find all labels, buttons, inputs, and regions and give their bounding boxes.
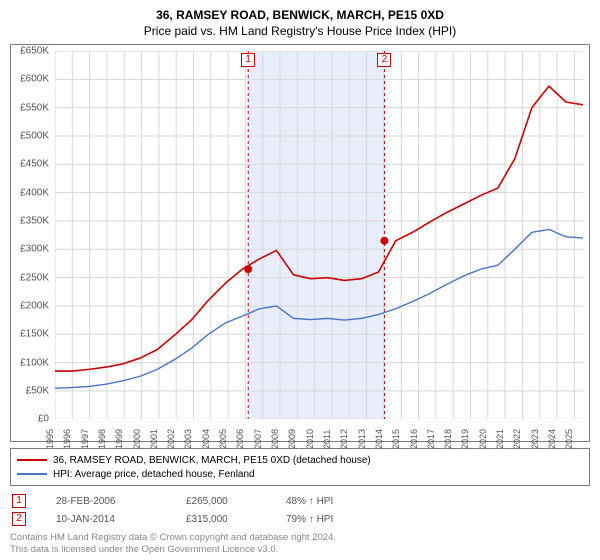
x-tick-label: 2004: [201, 429, 211, 449]
y-tick-label: £150K: [20, 329, 49, 340]
x-tick-label: 1995: [45, 429, 55, 449]
sale-price: £265,000: [186, 496, 286, 507]
sale-badge: 2: [12, 512, 26, 526]
sale-row: 1 28-FEB-2006£265,00048% ↑ HPI: [10, 492, 590, 510]
y-tick-label: £450K: [20, 159, 49, 170]
x-tick-label: 2013: [357, 429, 367, 449]
sale-price: £315,000: [186, 514, 286, 525]
y-tick-label: £200K: [20, 300, 49, 311]
sale-delta: 48% ↑ HPI: [286, 496, 590, 507]
sale-date: 28-FEB-2006: [56, 496, 186, 507]
y-axis-labels: £0£50K£100K£150K£200K£250K£300K£350K£400…: [11, 51, 53, 419]
x-tick-label: 2001: [149, 429, 159, 449]
footer-line-1: Contains HM Land Registry data © Crown c…: [10, 532, 590, 544]
x-tick-label: 2015: [391, 429, 401, 449]
x-tick-label: 2021: [495, 429, 505, 449]
y-tick-label: £400K: [20, 187, 49, 198]
footer: Contains HM Land Registry data © Crown c…: [10, 532, 590, 556]
x-tick-label: 2020: [478, 429, 488, 449]
x-tick-label: 2024: [547, 429, 557, 449]
y-tick-label: £500K: [20, 130, 49, 141]
y-tick-label: £600K: [20, 74, 49, 85]
y-tick-label: £50K: [26, 385, 49, 396]
sale-date: 10-JAN-2014: [56, 514, 186, 525]
x-tick-label: 2016: [409, 429, 419, 449]
x-tick-label: 2018: [443, 429, 453, 449]
sale-marker-label: 1: [241, 53, 255, 67]
y-tick-label: £0: [38, 414, 49, 425]
y-tick-label: £650K: [20, 46, 49, 57]
x-tick-label: 2002: [166, 429, 176, 449]
y-tick-label: £550K: [20, 102, 49, 113]
x-tick-label: 2023: [530, 429, 540, 449]
chart-area: £0 £50K £100K £150K £200K £250K £300K £350K £400…: [10, 44, 590, 442]
x-tick-label: 2007: [253, 429, 263, 449]
sale-row: 2 10-JAN-2014£315,00079% ↑ HPI: [10, 510, 590, 528]
x-tick-label: 2014: [374, 429, 384, 449]
sale-delta: 79% ↑ HPI: [286, 514, 590, 525]
x-tick-label: 1999: [114, 429, 124, 449]
legend-row: 36, RAMSEY ROAD, BENWICK, MARCH, PE15 0X…: [17, 453, 583, 467]
x-tick-label: 2025: [564, 429, 574, 449]
sales-table: 1 28-FEB-2006£265,00048% ↑ HPI 2 10-JAN-201…: [10, 492, 590, 528]
x-tick-label: 2003: [183, 429, 193, 449]
x-tick-label: 2008: [270, 429, 280, 449]
x-tick-label: 2009: [287, 429, 297, 449]
x-tick-label: 2005: [218, 429, 228, 449]
legend-swatch: [17, 459, 47, 461]
footer-line-2: This data is licensed under the Open Gov…: [10, 544, 590, 556]
x-tick-label: 2017: [426, 429, 436, 449]
sale-marker-label: 2: [377, 53, 391, 67]
y-tick-label: £250K: [20, 272, 49, 283]
x-tick-label: 2011: [322, 430, 332, 449]
x-tick-label: 2012: [339, 429, 349, 449]
y-tick-label: £350K: [20, 215, 49, 226]
legend-row: HPI: Average price, detached house, Fenl…: [17, 467, 583, 481]
x-tick-label: 2022: [512, 429, 522, 449]
y-tick-label: £100K: [20, 357, 49, 368]
x-tick-label: 2000: [132, 429, 142, 449]
x-tick-label: 1998: [97, 429, 107, 449]
legend-label: HPI: Average price, detached house, Fenl…: [53, 469, 255, 480]
plot-area: 12: [55, 51, 583, 419]
legend-swatch: [17, 473, 47, 475]
chart-subtitle: Price paid vs. HM Land Registry's House …: [10, 24, 590, 38]
y-tick-label: £300K: [20, 244, 49, 255]
x-tick-label: 1997: [80, 429, 90, 449]
x-axis-labels: 1995199619971998199920002001200220032004…: [55, 421, 583, 441]
x-tick-label: 1996: [62, 429, 72, 449]
legend-label: 36, RAMSEY ROAD, BENWICK, MARCH, PE15 0X…: [53, 455, 371, 466]
x-tick-label: 2010: [305, 429, 315, 449]
x-tick-label: 2006: [235, 429, 245, 449]
legend: 36, RAMSEY ROAD, BENWICK, MARCH, PE15 0X…: [10, 448, 590, 486]
chart-title: 36, RAMSEY ROAD, BENWICK, MARCH, PE15 0X…: [10, 8, 590, 22]
sale-badge: 1: [12, 494, 26, 508]
x-tick-label: 2019: [460, 429, 470, 449]
